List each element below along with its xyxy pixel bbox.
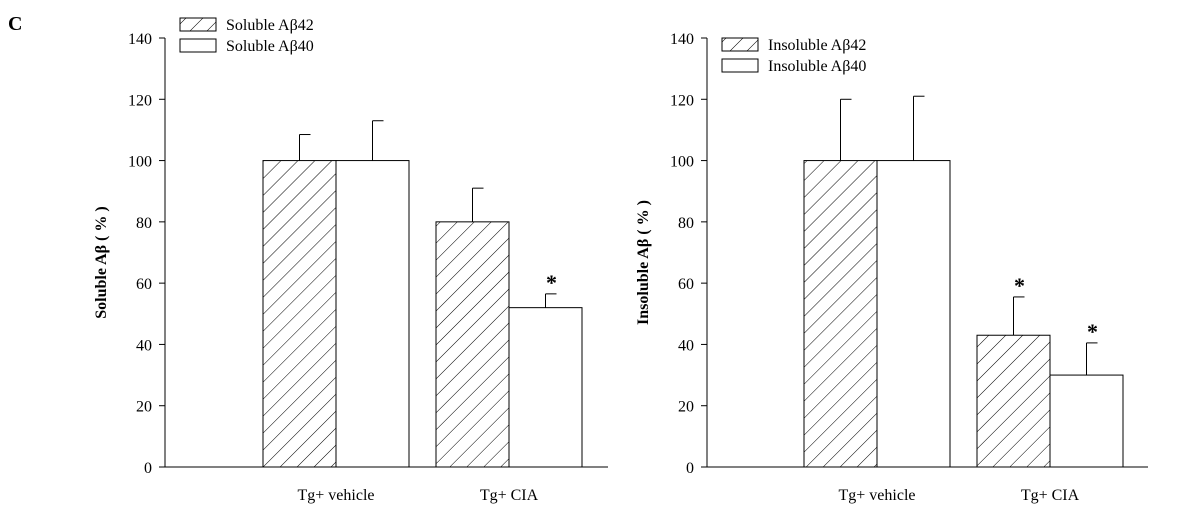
y-axis-title: Soluble Aβ ( % ): [93, 206, 110, 318]
x-tick-label: Tg+ CIA: [480, 487, 539, 504]
bar: [508, 307, 583, 468]
y-tick-label: 120: [128, 92, 152, 109]
bar: [876, 160, 951, 468]
y-tick-label: 60: [678, 276, 694, 293]
legend-label: Soluble Aβ42: [226, 17, 314, 34]
legend-label: Soluble Aβ40: [226, 38, 314, 55]
x-tick-label: Tg+ CIA: [1021, 487, 1080, 504]
y-axis-title: Insoluble Aβ ( % ): [635, 200, 652, 325]
y-tick-label: 60: [136, 276, 152, 293]
y-tick-label: 100: [670, 154, 694, 171]
y-tick-label: 20: [678, 399, 694, 416]
significance-marker: *: [1087, 319, 1098, 344]
legend-swatch: [179, 38, 217, 53]
y-tick-label: 40: [136, 337, 152, 354]
significance-marker: *: [1014, 273, 1025, 298]
y-tick-label: 80: [136, 215, 152, 232]
legend-swatch: [179, 17, 217, 32]
y-tick-label: 140: [670, 31, 694, 48]
legend-swatch: [721, 37, 759, 52]
bar: [1049, 374, 1124, 468]
bar: [435, 221, 510, 468]
y-tick-label: 40: [678, 337, 694, 354]
x-tick-label: Tg+ vehicle: [298, 487, 375, 504]
bar: [262, 160, 337, 468]
panel-label: C: [8, 13, 22, 35]
y-tick-label: 100: [128, 154, 152, 171]
y-tick-label: 0: [686, 460, 694, 477]
y-tick-label: 20: [136, 399, 152, 416]
bar: [335, 160, 410, 468]
soluble-abeta-chart: 0 20 40 60 80 100 120 140 Soluble Aβ ( % ) Tg+ ve…: [93, 17, 608, 504]
significance-marker: *: [546, 270, 557, 295]
y-tick-label: 140: [128, 31, 152, 48]
y-tick-label: 0: [144, 460, 152, 477]
y-tick-label: 120: [670, 92, 694, 109]
x-tick-label: Tg+ vehicle: [839, 487, 916, 504]
legend-label: Insoluble Aβ42: [768, 37, 866, 54]
bar: [976, 334, 1051, 468]
insoluble-abeta-chart: 0 20 40 60 80 100 120 140 Insoluble Aβ ( % ) Tg+ …: [635, 31, 1148, 504]
legend-label: Insoluble Aβ40: [768, 58, 866, 75]
bar: [803, 160, 878, 468]
y-tick-label: 80: [678, 215, 694, 232]
legend-swatch: [721, 58, 759, 73]
